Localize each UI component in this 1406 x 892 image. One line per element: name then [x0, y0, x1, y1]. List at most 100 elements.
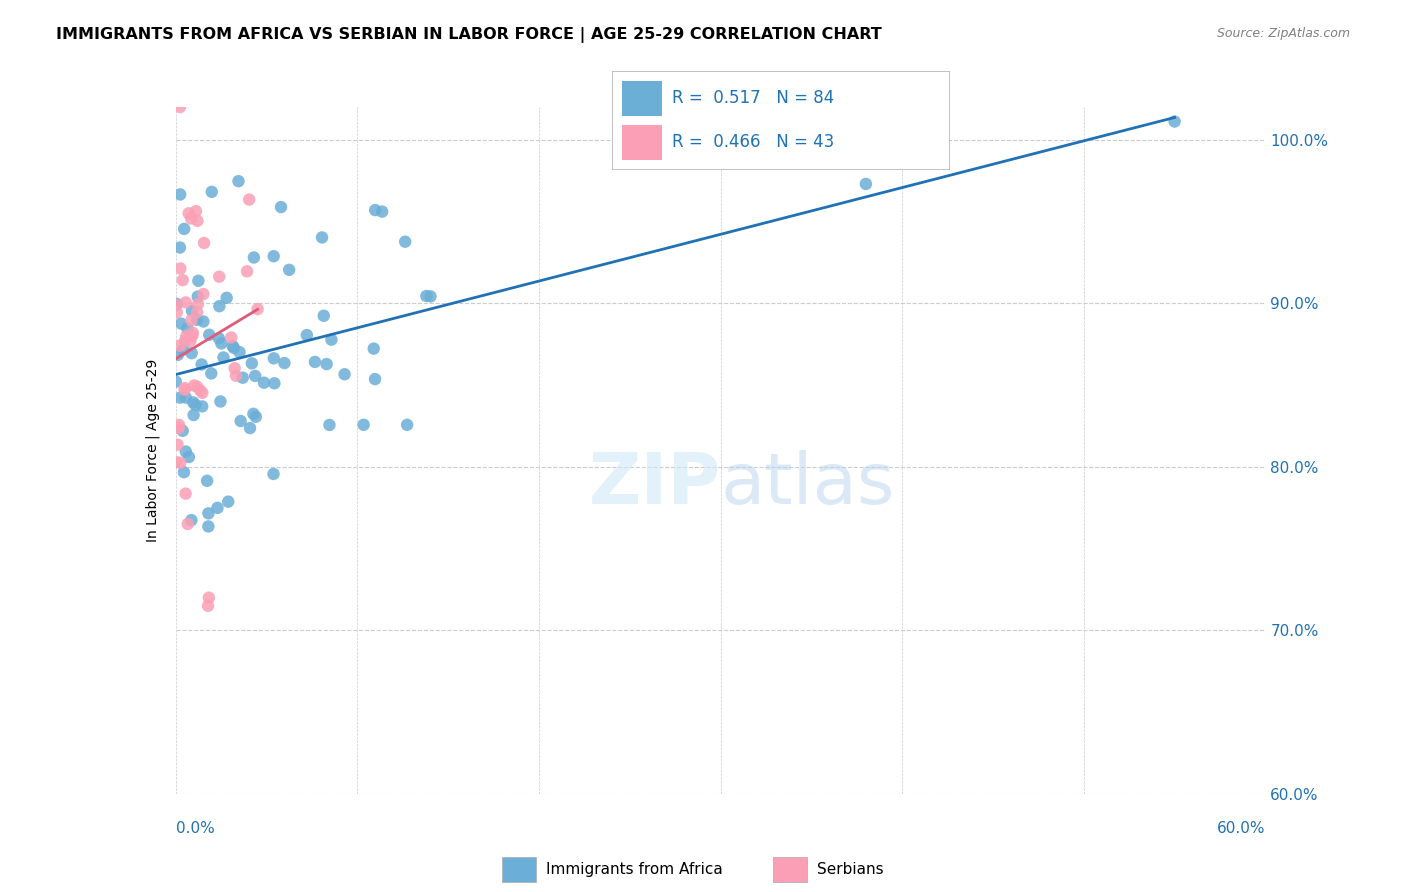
- Point: [225, 368, 247, 383]
- Point: [209, 394, 232, 409]
- Point: [240, 356, 263, 370]
- Point: [177, 206, 200, 220]
- Point: [312, 309, 335, 323]
- Point: [236, 264, 259, 278]
- Text: 60.0%: 60.0%: [1218, 821, 1265, 836]
- Point: [186, 380, 208, 394]
- Point: [273, 356, 295, 370]
- Point: [173, 334, 195, 348]
- Point: [396, 417, 419, 432]
- Point: [200, 367, 222, 381]
- Point: [270, 200, 292, 214]
- Point: [167, 348, 190, 362]
- Point: [197, 599, 219, 613]
- Point: [278, 262, 301, 277]
- Point: [187, 297, 209, 311]
- Point: [165, 375, 187, 389]
- Point: [193, 235, 215, 250]
- Point: [169, 261, 191, 276]
- Point: [174, 486, 197, 500]
- Point: [181, 326, 204, 340]
- Point: [321, 333, 343, 347]
- Point: [208, 299, 231, 313]
- Point: [263, 467, 285, 481]
- Point: [165, 455, 187, 469]
- Point: [179, 334, 201, 348]
- Point: [228, 174, 250, 188]
- Point: [353, 417, 375, 432]
- Point: [195, 474, 218, 488]
- Point: [186, 214, 208, 228]
- Point: [295, 328, 318, 343]
- Text: R =  0.517   N = 84: R = 0.517 N = 84: [672, 89, 835, 107]
- Y-axis label: In Labor Force | Age 25-29: In Labor Force | Age 25-29: [145, 359, 160, 542]
- Point: [315, 357, 337, 371]
- Point: [169, 456, 191, 470]
- Point: [197, 506, 219, 520]
- FancyBboxPatch shape: [773, 857, 807, 882]
- Point: [190, 358, 212, 372]
- Point: [174, 444, 197, 458]
- Point: [207, 500, 229, 515]
- Point: [243, 251, 266, 265]
- Point: [246, 301, 269, 316]
- Point: [188, 384, 211, 398]
- Text: IMMIGRANTS FROM AFRICA VS SERBIAN IN LABOR FORCE | AGE 25-29 CORRELATION CHART: IMMIGRANTS FROM AFRICA VS SERBIAN IN LAB…: [56, 27, 882, 43]
- Point: [176, 329, 198, 343]
- Point: [173, 465, 195, 479]
- Point: [181, 303, 204, 318]
- Text: Source: ZipAtlas.com: Source: ZipAtlas.com: [1216, 27, 1350, 40]
- Point: [184, 398, 207, 412]
- Point: [253, 376, 276, 390]
- Point: [172, 424, 194, 438]
- Point: [219, 330, 242, 344]
- Point: [186, 305, 208, 319]
- FancyBboxPatch shape: [621, 81, 662, 116]
- Point: [201, 185, 224, 199]
- Point: [181, 329, 204, 343]
- Point: [166, 297, 188, 311]
- Point: [198, 591, 221, 605]
- Point: [169, 240, 191, 254]
- Point: [165, 298, 187, 312]
- Point: [170, 317, 193, 331]
- Point: [221, 339, 243, 353]
- Point: [173, 381, 195, 395]
- Point: [239, 421, 262, 435]
- Point: [187, 290, 209, 304]
- Point: [169, 339, 191, 353]
- Point: [198, 327, 221, 342]
- Point: [217, 494, 239, 508]
- Point: [364, 372, 387, 386]
- Point: [1163, 114, 1185, 128]
- Point: [228, 345, 250, 359]
- Point: [187, 274, 209, 288]
- Point: [191, 385, 214, 400]
- Point: [419, 289, 441, 303]
- Point: [191, 400, 214, 414]
- Point: [222, 341, 245, 355]
- Point: [193, 287, 215, 301]
- Point: [364, 202, 387, 217]
- Point: [167, 421, 190, 435]
- Point: [183, 408, 205, 422]
- Point: [183, 378, 205, 392]
- Point: [167, 417, 190, 432]
- Point: [394, 235, 416, 249]
- Point: [208, 331, 231, 345]
- Point: [169, 391, 191, 405]
- Point: [174, 391, 197, 405]
- Point: [172, 273, 194, 287]
- Point: [166, 305, 188, 319]
- Point: [304, 355, 326, 369]
- Point: [318, 417, 340, 432]
- Text: R =  0.466   N = 43: R = 0.466 N = 43: [672, 134, 835, 152]
- Point: [180, 346, 202, 360]
- Point: [174, 295, 197, 310]
- Point: [855, 177, 877, 191]
- Point: [209, 336, 232, 351]
- Point: [415, 289, 437, 303]
- Point: [243, 368, 266, 383]
- Point: [371, 204, 394, 219]
- Text: 0.0%: 0.0%: [176, 821, 215, 836]
